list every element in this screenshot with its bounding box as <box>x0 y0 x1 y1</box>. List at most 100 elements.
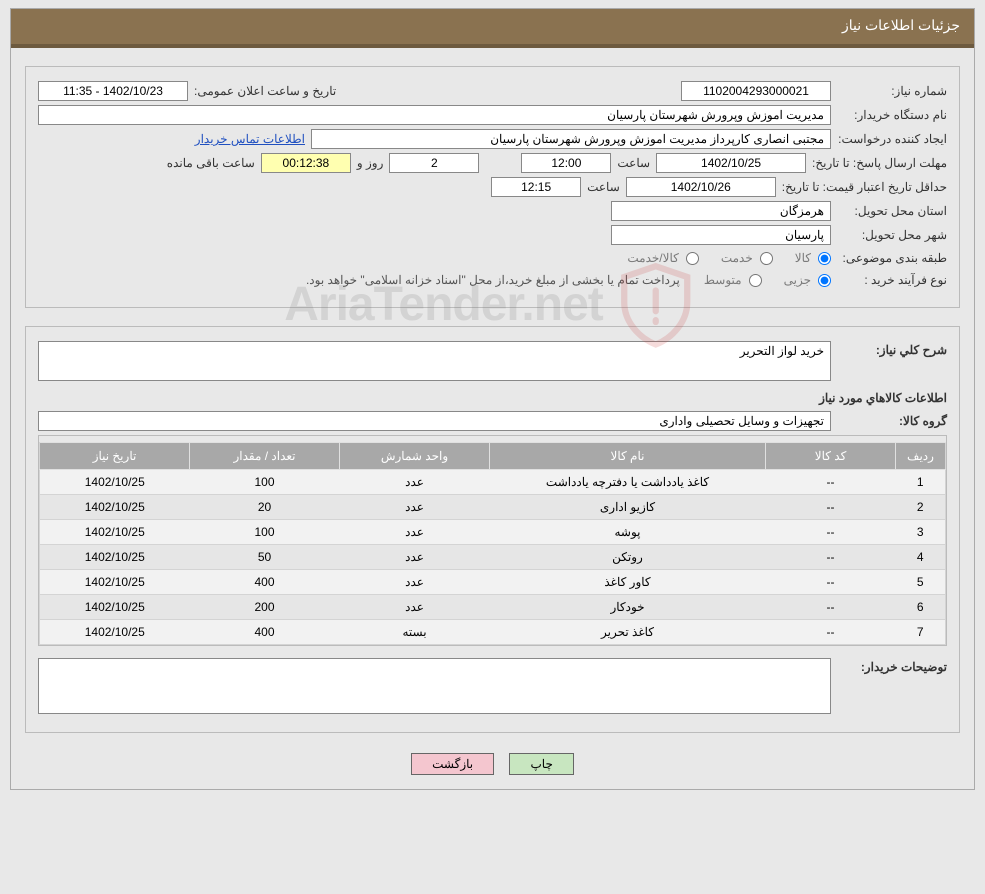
table-row: 5--کاور کاغذعدد4001402/10/25 <box>40 570 946 595</box>
field-valid-time: 12:15 <box>491 177 581 197</box>
label-subject-cat: طبقه بندی موضوعی: <box>837 249 947 267</box>
field-days-left: 2 <box>389 153 479 173</box>
label-reply-deadline: مهلت ارسال پاسخ: تا تاریخ: <box>812 154 947 172</box>
table-cell: عدد <box>340 570 490 595</box>
table-cell: 4 <box>896 545 946 570</box>
table-cell: -- <box>766 595 896 620</box>
table-cell: 1402/10/25 <box>40 520 190 545</box>
table-cell: 7 <box>896 620 946 645</box>
table-cell: کاور کاغذ <box>490 570 766 595</box>
table-cell: 100 <box>190 520 340 545</box>
th-5: تاریخ نیاز <box>40 443 190 470</box>
field-city: پارسیان <box>611 225 831 245</box>
table-cell: کاغذ یادداشت یا دفترچه یادداشت <box>490 470 766 495</box>
radio-subject-1[interactable] <box>760 252 773 265</box>
table-cell: 400 <box>190 570 340 595</box>
table-cell: 6 <box>896 595 946 620</box>
radio-subject-2[interactable] <box>686 252 699 265</box>
label-hour-2: ساعت <box>587 178 620 196</box>
table-cell: 1402/10/25 <box>40 620 190 645</box>
label-hour-1: ساعت <box>617 154 650 172</box>
radio-group-subject: کالا خدمت کالا/خدمت <box>609 251 831 265</box>
table-cell: 2 <box>896 495 946 520</box>
page-container: AriaTender.net جزئیات اطلاعات نیاز شماره… <box>10 8 975 790</box>
link-buyer-contact[interactable]: اطلاعات تماس خریدار <box>195 132 305 146</box>
table-cell: عدد <box>340 545 490 570</box>
table-cell: عدد <box>340 470 490 495</box>
button-row: چاپ بازگشت <box>11 741 974 789</box>
table-row: 2--کازیو اداریعدد201402/10/25 <box>40 495 946 520</box>
th-4: تعداد / مقدار <box>190 443 340 470</box>
radio-label-purchase-1: متوسط <box>704 273 742 287</box>
print-button[interactable]: چاپ <box>509 753 573 775</box>
radio-subject-0[interactable] <box>818 252 831 265</box>
field-buyer-notes <box>38 658 831 714</box>
radio-label-subject-1: خدمت <box>721 251 753 265</box>
label-deliv-city: شهر محل تحویل: <box>837 226 947 244</box>
table-cell: 20 <box>190 495 340 520</box>
table-cell: کازیو اداری <box>490 495 766 520</box>
table-cell: 1402/10/25 <box>40 545 190 570</box>
label-requester: ایجاد کننده درخواست: <box>837 130 947 148</box>
table-cell: 50 <box>190 545 340 570</box>
table-row: 4--روتکنعدد501402/10/25 <box>40 545 946 570</box>
details-section: شماره نیاز: 1102004293000021 تاریخ و ساع… <box>25 66 960 308</box>
table-row: 1--کاغذ یادداشت یا دفترچه یادداشتعدد1001… <box>40 470 946 495</box>
label-goods-group: گروه کالا: <box>837 412 947 430</box>
label-hours-left: ساعت باقی مانده <box>167 154 255 172</box>
label-buyer-notes: توضيحات خريدار: <box>837 658 947 676</box>
table-row: 7--کاغذ تحریربسته4001402/10/25 <box>40 620 946 645</box>
table-cell: 1 <box>896 470 946 495</box>
table-cell: خودکار <box>490 595 766 620</box>
field-countdown: 00:12:38 <box>261 153 351 173</box>
radio-label-subject-0: کالا <box>795 251 811 265</box>
goods-table-wrap: ردیف کد کالا نام کالا واحد شمارش تعداد /… <box>38 435 947 646</box>
table-cell: -- <box>766 545 896 570</box>
label-need-no: شماره نیاز: <box>837 82 947 100</box>
page-title-bar: جزئیات اطلاعات نیاز <box>11 9 974 48</box>
field-reply-date: 1402/10/25 <box>656 153 806 173</box>
field-reply-time: 12:00 <box>521 153 611 173</box>
field-buyer-org: مدیریت اموزش وپرورش شهرستان پارسیان <box>38 105 831 125</box>
field-announce-dt: 1402/10/23 - 11:35 <box>38 81 188 101</box>
field-requester: مجتبی انصاری کارپرداز مدیریت اموزش وپرور… <box>311 129 831 149</box>
back-button[interactable]: بازگشت <box>411 753 494 775</box>
field-need-no: 1102004293000021 <box>681 81 831 101</box>
treasury-note: پرداخت تمام يا بخشی از مبلغ خريد،از محل … <box>306 273 680 287</box>
table-row: 3--پوشهعدد1001402/10/25 <box>40 520 946 545</box>
radio-purchase-1[interactable] <box>749 274 762 287</box>
table-cell: 100 <box>190 470 340 495</box>
table-cell: 1402/10/25 <box>40 570 190 595</box>
table-cell: عدد <box>340 495 490 520</box>
field-province: هرمزگان <box>611 201 831 221</box>
subhead-goods-info: اطلاعات کالاهاي مورد نياز <box>38 391 947 405</box>
radio-label-purchase-0: جزيی <box>784 273 811 287</box>
table-cell: عدد <box>340 520 490 545</box>
table-row: 6--خودکارعدد2001402/10/25 <box>40 595 946 620</box>
th-1: کد کالا <box>766 443 896 470</box>
table-cell: 1402/10/25 <box>40 470 190 495</box>
label-purchase-type: نوع فرآيند خريد : <box>837 271 947 289</box>
table-cell: -- <box>766 495 896 520</box>
field-valid-date: 1402/10/26 <box>626 177 776 197</box>
table-cell: پوشه <box>490 520 766 545</box>
radio-purchase-0[interactable] <box>818 274 831 287</box>
table-cell: روتکن <box>490 545 766 570</box>
goods-table: ردیف کد کالا نام کالا واحد شمارش تعداد /… <box>39 442 946 645</box>
radio-group-purchase: جزيی متوسط <box>686 273 831 287</box>
label-min-valid: حداقل تاریخ اعتبار قیمت: تا تاریخ: <box>782 178 947 196</box>
table-cell: 1402/10/25 <box>40 495 190 520</box>
table-cell: 400 <box>190 620 340 645</box>
label-day-and: روز و <box>357 154 384 172</box>
label-announce-dt: تاریخ و ساعت اعلان عمومی: <box>194 82 336 100</box>
table-header-row: ردیف کد کالا نام کالا واحد شمارش تعداد /… <box>40 443 946 470</box>
field-need-desc: خرید لواز التحریر <box>38 341 831 381</box>
table-cell: 200 <box>190 595 340 620</box>
table-cell: -- <box>766 520 896 545</box>
th-0: ردیف <box>896 443 946 470</box>
th-2: نام کالا <box>490 443 766 470</box>
label-buyer-org: نام دستگاه خریدار: <box>837 106 947 124</box>
th-3: واحد شمارش <box>340 443 490 470</box>
table-cell: -- <box>766 470 896 495</box>
table-cell: -- <box>766 620 896 645</box>
